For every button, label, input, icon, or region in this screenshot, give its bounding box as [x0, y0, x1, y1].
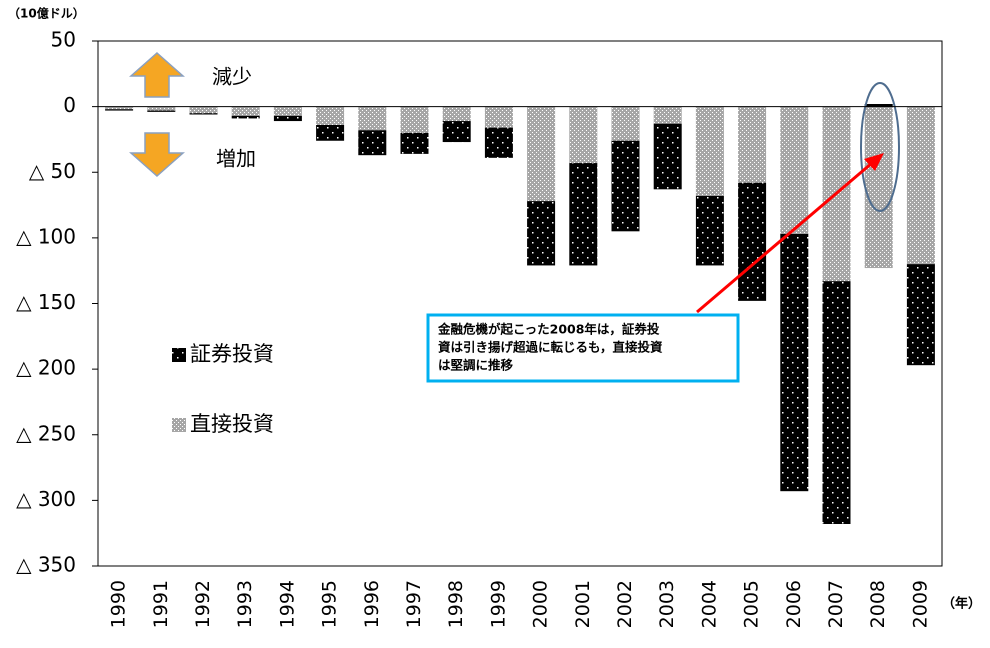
x-tick-label: 2009	[909, 580, 931, 628]
bar	[189, 106, 218, 114]
bar	[316, 125, 345, 141]
bar	[906, 106, 935, 265]
bar	[484, 106, 513, 128]
down-arrow	[129, 132, 185, 178]
bar	[442, 106, 471, 122]
y-tick-label: △ 50	[29, 159, 76, 183]
y-tick-label: △ 150	[16, 290, 76, 314]
x-tick-label: 1993	[234, 580, 256, 628]
bar	[695, 195, 724, 266]
bar	[527, 201, 556, 266]
bar	[231, 106, 260, 116]
plot-area	[97, 40, 943, 567]
bar	[864, 104, 893, 107]
y-tick-label: 50	[51, 28, 76, 52]
bar	[780, 233, 809, 492]
x-tick-label: 2004	[698, 580, 720, 628]
bar	[569, 163, 598, 266]
y-tick-label: △ 300	[16, 487, 76, 511]
x-tick-label: 2007	[825, 580, 847, 628]
bar	[653, 106, 682, 124]
y-tick-label: 0	[63, 93, 76, 117]
x-tick-label: 1998	[445, 580, 467, 628]
annotation-box	[426, 313, 740, 383]
bar	[738, 106, 767, 183]
bar	[147, 110, 176, 112]
x-tick-label: 1992	[192, 580, 214, 628]
x-tick-label: 2002	[614, 580, 636, 628]
y-tick-label: △ 250	[16, 421, 76, 445]
x-tick-label: 1995	[319, 580, 341, 628]
bar	[105, 109, 134, 111]
bar	[442, 121, 471, 143]
legend-label: 証券投資	[190, 342, 274, 366]
bar	[695, 106, 724, 196]
x-tick-label: 1999	[487, 580, 509, 628]
bar	[105, 106, 134, 110]
bar	[738, 182, 767, 301]
x-tick-label: 1994	[276, 580, 298, 628]
up-arrow	[129, 51, 185, 98]
bar	[147, 106, 176, 111]
x-tick-label: 1996	[361, 580, 383, 628]
bar	[358, 106, 387, 131]
bar	[569, 106, 598, 164]
y-tick-label: △ 350	[16, 553, 76, 577]
x-tick-label: 2008	[867, 580, 889, 628]
decrease-label: 減少	[212, 65, 252, 89]
bar	[400, 132, 429, 154]
bar	[527, 106, 556, 202]
bar	[273, 106, 302, 116]
annotation-arrowhead	[864, 153, 884, 171]
bar	[611, 140, 640, 232]
bar	[231, 115, 260, 119]
annotation-line: は堅調に推移	[438, 358, 514, 373]
bar	[189, 113, 218, 115]
y-tick-label: △ 200	[16, 356, 76, 380]
bar	[358, 130, 387, 156]
legend-swatch	[172, 348, 186, 362]
bar	[864, 106, 893, 269]
increase-label: 増加	[216, 147, 256, 171]
x-unit-label: （年）	[942, 596, 981, 612]
x-tick-label: 2001	[572, 580, 594, 628]
x-tick-label: 1997	[403, 580, 425, 628]
annotation-line: 資は引き揚げ超過に転じるも，直接投資	[438, 340, 663, 355]
x-tick-label: 2005	[741, 580, 763, 628]
highlight-ellipse	[860, 82, 900, 212]
bar	[316, 106, 345, 125]
x-tick-label: 2006	[783, 580, 805, 628]
x-tick-label: 2003	[656, 580, 678, 628]
annotation-line: 金融危機が起こった2008年は，証券投	[437, 322, 660, 337]
annotation-arrow	[696, 161, 873, 314]
bar	[400, 106, 429, 133]
legend-swatch	[172, 418, 186, 432]
bar	[273, 115, 302, 122]
bar	[822, 281, 851, 524]
bar	[484, 127, 513, 158]
bar	[906, 264, 935, 366]
bar	[653, 123, 682, 190]
x-tick-label: 1991	[150, 580, 172, 628]
bar	[611, 106, 640, 141]
y-tick-label: △ 100	[16, 224, 76, 248]
x-tick-label: 2000	[530, 580, 552, 628]
bar	[780, 106, 809, 234]
x-tick-label: 1990	[108, 580, 130, 628]
legend-label: 直接投資	[190, 412, 274, 436]
unit-label: （10億ドル）	[8, 6, 85, 21]
